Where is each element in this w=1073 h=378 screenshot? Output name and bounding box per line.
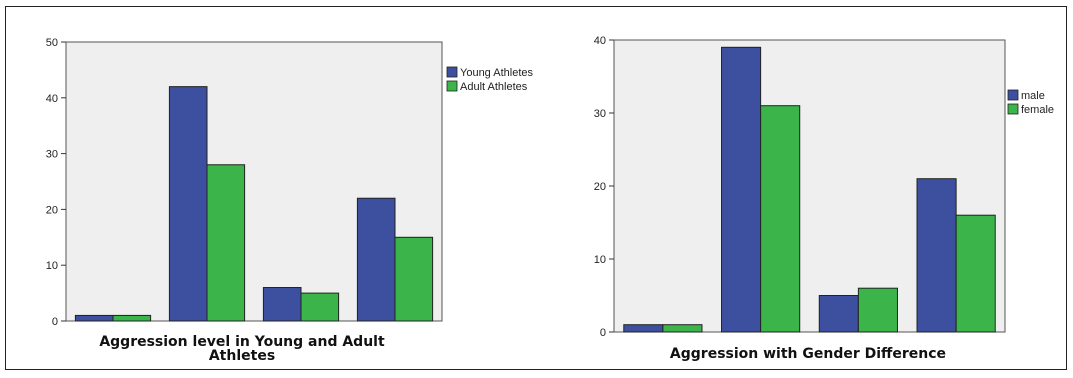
y-tick-label: 0	[600, 327, 606, 339]
bar-male	[721, 46, 762, 333]
y-tick-label: 10	[46, 260, 58, 272]
y-tick-label: 0	[52, 316, 58, 328]
legend-swatch	[446, 80, 458, 92]
y-tick-label: 10	[594, 254, 606, 266]
x-axis-title: Aggression level in Young and Adult	[99, 334, 385, 350]
y-tick-label: 40	[46, 93, 58, 105]
legend-swatch	[1007, 89, 1019, 101]
bar-female	[662, 324, 703, 333]
bar-female	[857, 287, 898, 333]
bar-male	[623, 324, 664, 333]
legend-swatch	[446, 66, 458, 78]
legend-swatch	[1007, 103, 1019, 115]
bar-female	[760, 105, 801, 333]
legend-label: Young Athletes	[460, 67, 533, 79]
bar-female	[955, 214, 996, 333]
x-axis-title: Athletes	[209, 348, 275, 364]
bar-young-athletes	[168, 86, 208, 322]
chart-2: 0 10 20 30 40 male female Aggression with Gende…	[594, 35, 1054, 362]
bar-adult-athletes	[206, 164, 246, 322]
bar-adult-athletes	[300, 292, 340, 322]
y-tick-label: 30	[594, 108, 606, 120]
legend-label: male	[1021, 90, 1045, 102]
bar-young-athletes	[262, 287, 302, 322]
y-tick-label: 20	[594, 181, 606, 193]
bar-adult-athletes	[394, 236, 434, 322]
bar-young-athletes	[356, 197, 396, 322]
y-tick-label: 40	[594, 35, 606, 47]
legend-label: female	[1021, 104, 1054, 116]
bar-young-athletes	[74, 314, 114, 322]
chart-1: 0 10 20 30 40 50 Young Athletes Adult Athletes A…	[46, 37, 534, 364]
bar-male	[818, 295, 859, 333]
y-tick-label: 50	[46, 37, 58, 49]
figure-frame	[5, 6, 1067, 370]
y-tick-label: 30	[46, 149, 58, 161]
bar-male	[916, 178, 957, 333]
legend-label: Adult Athletes	[460, 81, 528, 93]
bar-adult-athletes	[112, 314, 152, 322]
y-tick-label: 20	[46, 204, 58, 216]
x-axis-title: Aggression with Gender Difference	[670, 346, 946, 362]
